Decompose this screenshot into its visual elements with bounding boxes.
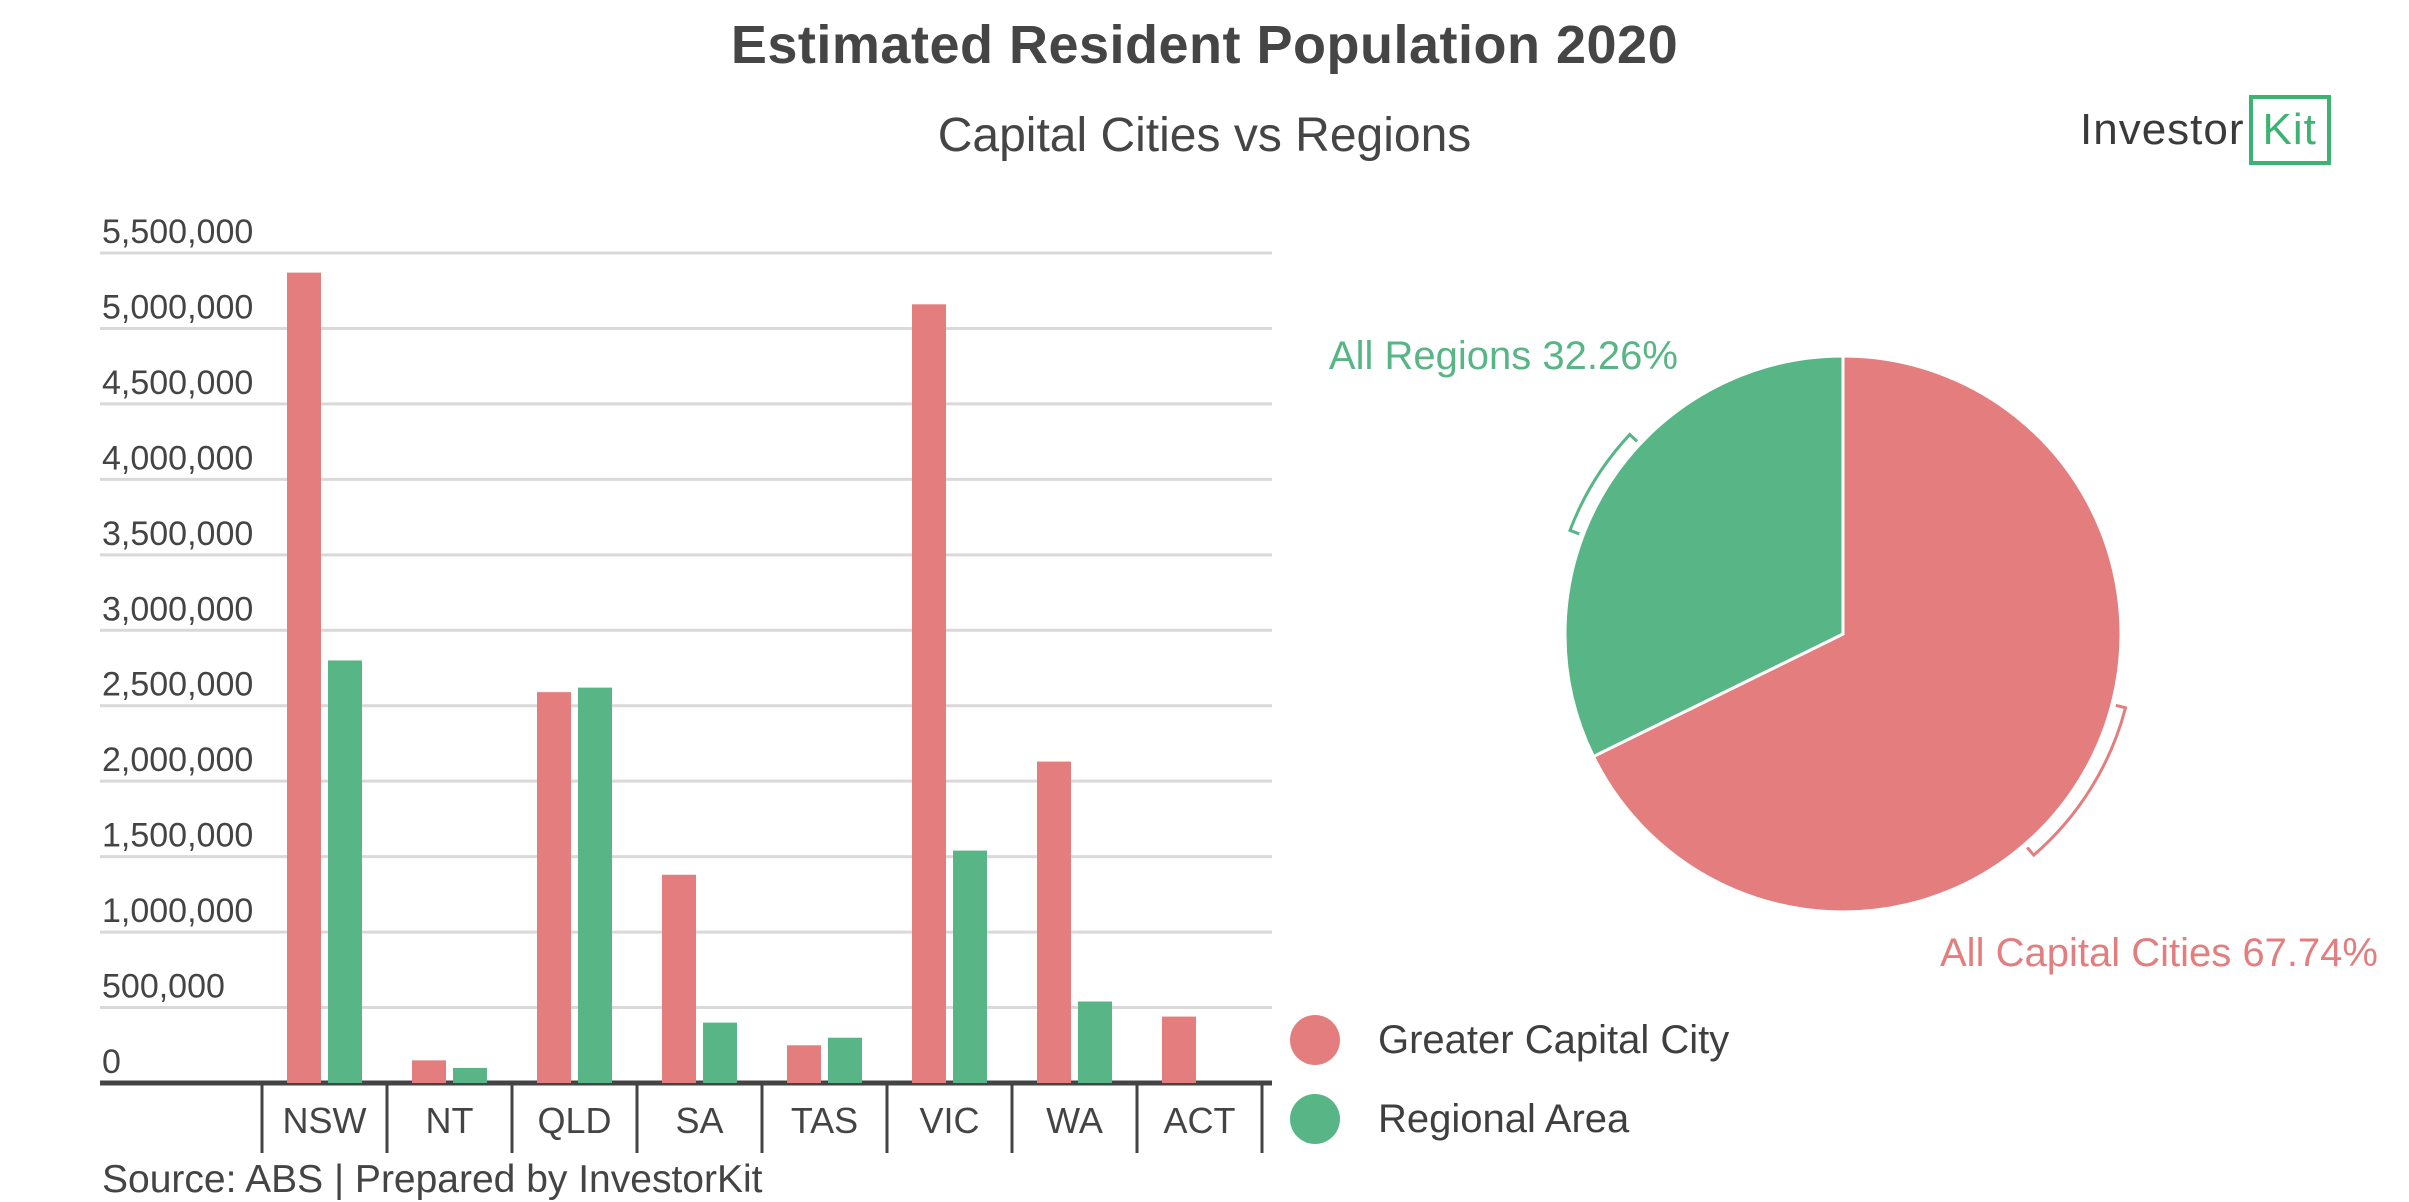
legend-label-capital: Greater Capital City <box>1378 1017 1730 1062</box>
bar-regional-wa[interactable] <box>1078 1001 1112 1083</box>
bar-capital-tas[interactable] <box>787 1045 821 1083</box>
y-tick-label: 5,000,000 <box>102 288 253 326</box>
chart-subtitle: Capital Cities vs Regions <box>937 109 1472 162</box>
legend-label-regional: Regional Area <box>1378 1096 1630 1141</box>
x-tick-label: WA <box>1046 1100 1103 1141</box>
bar-capital-wa[interactable] <box>1037 761 1071 1083</box>
legend: Greater Capital City Regional Area <box>1290 1010 1729 1168</box>
y-tick-label: 2,500,000 <box>102 666 253 704</box>
callout-bracket-regional <box>1568 432 1639 536</box>
bar-regional-tas[interactable] <box>828 1037 862 1083</box>
bar-capital-nsw[interactable] <box>287 272 321 1084</box>
bar-regional-nsw[interactable] <box>328 660 362 1083</box>
y-tick-label: 5,500,000 <box>102 213 253 251</box>
y-tick-label: 4,500,000 <box>102 364 253 402</box>
bar-regional-sa[interactable] <box>703 1022 737 1083</box>
y-tick-label: 3,500,000 <box>102 515 253 553</box>
pie-slice-regional[interactable] <box>1563 354 1845 759</box>
y-tick-label: 0 <box>102 1043 121 1081</box>
y-tick-label: 1,500,000 <box>102 817 253 855</box>
investorkit-logo: Investor Kit <box>2080 95 2331 165</box>
bar-chart: 0 500,000 1,000,000 1,500,000 2,000,000 2,500… <box>100 213 1272 1153</box>
logo-text: Investor <box>2080 105 2245 154</box>
legend-swatch-regional <box>1290 1094 1340 1144</box>
y-tick-label: 1,000,000 <box>102 892 253 930</box>
y-tick-label: 3,000,000 <box>102 590 253 628</box>
x-tick-label: VIC <box>919 1100 979 1141</box>
pie-label-capital: All Capital Cities 67.74% <box>1940 931 2378 975</box>
x-tick-label: SA <box>675 1100 723 1141</box>
bar-capital-qld[interactable] <box>537 692 571 1083</box>
pie-slice-capital[interactable] <box>1591 354 2123 914</box>
source-note: Source: ABS | Prepared by InvestorKit <box>102 1158 763 1201</box>
pie-chart: All Capital Cities 67.74% All Regions 32.… <box>1329 334 2378 975</box>
bar-capital-vic[interactable] <box>912 304 946 1083</box>
bar-regional-nt[interactable] <box>453 1067 487 1083</box>
logo-box-text: Kit <box>2248 95 2331 165</box>
pie-label-regional: All Regions 32.26% <box>1329 334 1678 378</box>
legend-item-capital[interactable]: Greater Capital City <box>1290 1010 1729 1070</box>
callout-bracket-capital <box>2026 703 2128 858</box>
y-tick-label: 500,000 <box>102 968 225 1006</box>
x-tick-label: NSW <box>283 1100 367 1141</box>
bar-capital-act[interactable] <box>1162 1016 1196 1083</box>
x-tick-label: TAS <box>791 1100 858 1141</box>
y-tick-label: 2,000,000 <box>102 741 253 779</box>
y-tick-label: 4,000,000 <box>102 439 253 477</box>
bar-capital-nt[interactable] <box>412 1060 446 1083</box>
chart-title: Estimated Resident Population 2020 <box>730 15 1679 75</box>
legend-swatch-capital <box>1290 1015 1340 1065</box>
bar-capital-sa[interactable] <box>662 874 696 1083</box>
x-tick-label: ACT <box>1164 1100 1236 1141</box>
x-tick-label: NT <box>426 1100 474 1141</box>
x-tick-label: QLD <box>537 1100 611 1141</box>
bar-regional-vic[interactable] <box>953 850 987 1083</box>
bar-regional-qld[interactable] <box>578 687 612 1083</box>
legend-item-regional[interactable]: Regional Area <box>1290 1089 1729 1149</box>
